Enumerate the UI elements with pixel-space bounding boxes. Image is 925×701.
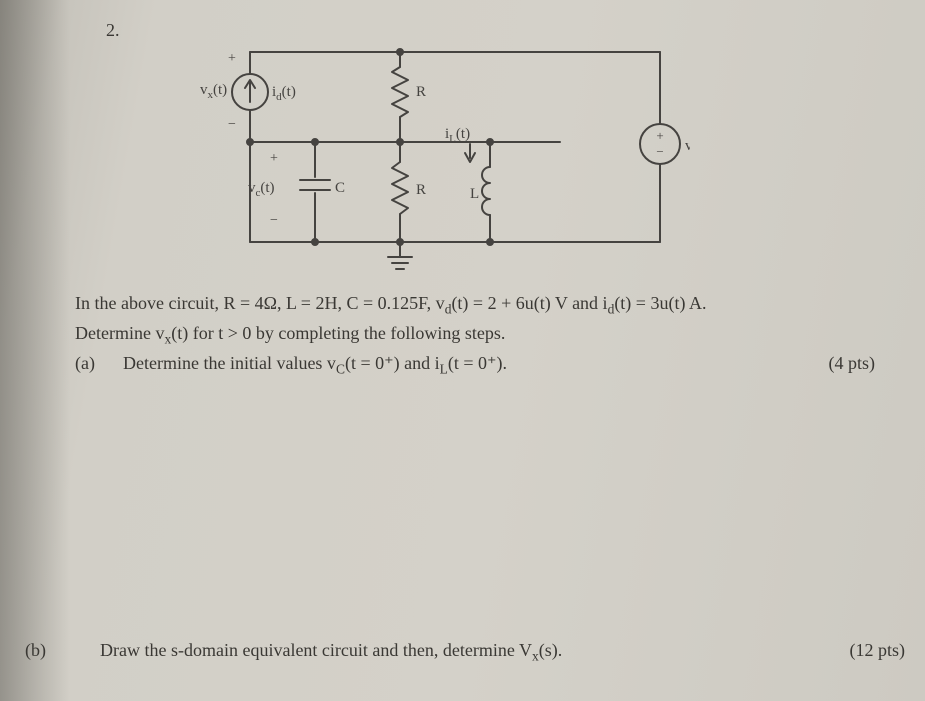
problem-intro-line1: In the above circuit, R = 4Ω, L = 2H, C … (75, 290, 875, 320)
vd-plus-inner: + (656, 128, 663, 143)
page-binding-shadow (0, 0, 70, 701)
part-a-body: Determine the initial values vC(t = 0⁺) … (123, 350, 811, 380)
vc-minus: − (270, 213, 278, 228)
problem-intro-line2: Determine vx(t) for t > 0 by completing … (75, 320, 875, 350)
vx-minus: − (228, 117, 236, 132)
part-b-row: (b) Draw the s-domain equivalent circuit… (25, 640, 905, 665)
circuit-diagram: + − + vx(t) − id(t) + vc(t) − C R R (170, 32, 690, 287)
c-label: C (335, 180, 345, 196)
part-b-body: Draw the s-domain equivalent circuit and… (100, 640, 832, 665)
problem-number: 2. (106, 20, 120, 41)
r-top-label: R (416, 84, 426, 100)
circuit-svg: + − + vx(t) − id(t) + vc(t) − C R R (170, 32, 690, 282)
vd-minus-inner: − (656, 144, 663, 159)
vx-label: vx(t) (200, 82, 227, 101)
part-a-points: (4 pts) (811, 350, 876, 377)
page: 2. (0, 0, 925, 701)
id-label: id(t) (272, 84, 296, 103)
vx-plus: + (228, 51, 236, 66)
vc-label: vc(t) (248, 180, 275, 199)
vd-label: vd(t) (685, 138, 690, 157)
part-a-row: (a) Determine the initial values vC(t = … (75, 350, 875, 380)
part-a-label: (a) (75, 350, 123, 377)
l-label: L (470, 186, 479, 202)
part-b-points: (12 pts) (832, 640, 906, 661)
r-mid-label: R (416, 182, 426, 198)
vc-plus: + (270, 151, 278, 166)
part-b-label: (b) (25, 640, 100, 661)
problem-text: In the above circuit, R = 4Ω, L = 2H, C … (75, 290, 875, 380)
